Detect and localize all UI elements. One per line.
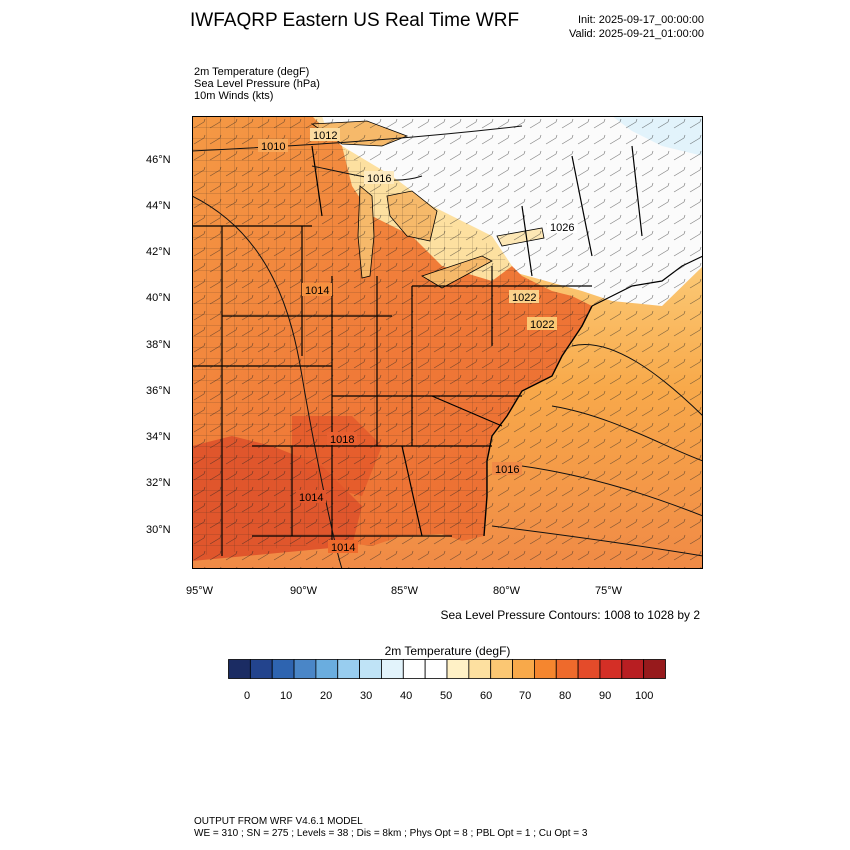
colorbar-cells bbox=[228, 659, 666, 679]
pressure-label: 1014 bbox=[305, 285, 329, 297]
colorbar-cell bbox=[424, 659, 448, 679]
colorbar-cell bbox=[555, 659, 579, 679]
colorbar-tick: 60 bbox=[480, 690, 493, 702]
lon-label: 75°W bbox=[595, 585, 623, 597]
model-footer: OUTPUT FROM WRF V4.6.1 MODEL WE = 310 ; … bbox=[194, 816, 587, 840]
lon-label: 85°W bbox=[391, 585, 419, 597]
weather-map: 1010 1012 1016 1026 1014 1022 1022 1018 … bbox=[192, 116, 703, 569]
pressure-label: 1022 bbox=[530, 319, 554, 331]
field-temperature: 2m Temperature (degF) bbox=[194, 66, 310, 78]
colorbar-cell bbox=[621, 659, 645, 679]
pressure-label: 1010 bbox=[261, 141, 285, 153]
colorbar-cell bbox=[533, 659, 557, 679]
footer-options: WE = 310 ; SN = 275 ; Levels = 38 ; Dis … bbox=[194, 828, 588, 839]
colorbar-tick: 50 bbox=[440, 690, 453, 702]
pressure-labels: 1010 1012 1016 1026 1014 1022 1022 1018 … bbox=[258, 128, 577, 554]
init-time: Init: 2025-09-17_00:00:00 bbox=[578, 14, 704, 26]
colorbar-tick: 80 bbox=[559, 690, 572, 702]
colorbar-tick: 20 bbox=[320, 690, 333, 702]
lat-label: 46°N bbox=[146, 154, 171, 166]
colorbar-tick: 90 bbox=[599, 690, 612, 702]
lon-label: 95°W bbox=[186, 585, 214, 597]
lat-label: 38°N bbox=[146, 339, 171, 351]
colorbar-cell bbox=[359, 659, 382, 679]
pressure-label: 1014 bbox=[331, 542, 355, 554]
lat-label: 30°N bbox=[146, 524, 171, 536]
lat-label: 44°N bbox=[146, 200, 171, 212]
colorbar-tick: 30 bbox=[360, 690, 373, 702]
field-pressure: Sea Level Pressure (hPa) bbox=[194, 78, 320, 90]
lat-label: 40°N bbox=[146, 292, 171, 304]
lat-label: 42°N bbox=[146, 246, 171, 258]
chart-title: IWFAQRP Eastern US Real Time WRF bbox=[190, 10, 520, 31]
colorbar-cell bbox=[468, 659, 492, 679]
colorbar-cell bbox=[643, 659, 666, 679]
colorbar bbox=[228, 659, 666, 679]
field-winds: 10m Winds (kts) bbox=[194, 90, 274, 102]
footer-model: OUTPUT FROM WRF V4.6.1 MODEL bbox=[194, 816, 363, 827]
colorbar-cell bbox=[577, 659, 601, 679]
pressure-label: 1026 bbox=[550, 222, 574, 234]
lat-label: 36°N bbox=[146, 385, 171, 397]
valid-time: Valid: 2025-09-21_01:00:00 bbox=[569, 28, 704, 40]
colorbar-cell bbox=[402, 659, 426, 679]
colorbar-cell bbox=[315, 659, 339, 679]
colorbar-cell bbox=[271, 659, 295, 679]
contour-note: Sea Level Pressure Contours: 1008 to 102… bbox=[440, 608, 701, 622]
colorbar-cell bbox=[512, 659, 535, 679]
field-list: 2m Temperature (degF) Sea Level Pressure… bbox=[194, 66, 320, 102]
colorbar-tick: 100 bbox=[635, 690, 654, 702]
colorbar-cell bbox=[381, 659, 404, 679]
colorbar-cell bbox=[249, 659, 273, 679]
colorbar-tick: 0 bbox=[244, 690, 251, 702]
colorbar-title: 2m Temperature (degF) bbox=[384, 644, 511, 658]
pressure-label: 1014 bbox=[299, 492, 323, 504]
pressure-label: 1016 bbox=[495, 464, 519, 476]
pressure-label: 1018 bbox=[330, 434, 354, 446]
colorbar-cell bbox=[599, 659, 623, 679]
colorbar-cell bbox=[490, 659, 513, 679]
colorbar-tick: 70 bbox=[519, 690, 532, 702]
colorbar-cell bbox=[446, 659, 470, 679]
lat-label: 32°N bbox=[146, 477, 171, 489]
pressure-label: 1012 bbox=[313, 130, 337, 142]
colorbar-cell bbox=[293, 659, 317, 679]
lat-label: 34°N bbox=[146, 431, 171, 443]
wind-barbs bbox=[192, 116, 703, 569]
lon-label: 80°W bbox=[493, 585, 521, 597]
pressure-label: 1016 bbox=[367, 173, 391, 185]
lon-label: 90°W bbox=[290, 585, 318, 597]
colorbar-cell bbox=[228, 659, 251, 679]
map-frame bbox=[192, 116, 703, 569]
init-valid-times: Init: 2025-09-17_00:00:00 Valid: 2025-09… bbox=[569, 13, 704, 41]
colorbar-cell bbox=[337, 659, 361, 679]
pressure-label: 1022 bbox=[512, 292, 536, 304]
colorbar-tick: 40 bbox=[400, 690, 413, 702]
colorbar-tick: 10 bbox=[280, 690, 293, 702]
